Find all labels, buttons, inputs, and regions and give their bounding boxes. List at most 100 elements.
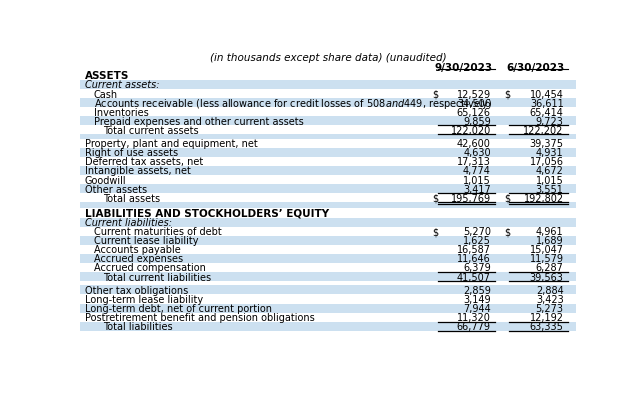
Bar <box>80 272 576 281</box>
Text: 4,774: 4,774 <box>463 166 491 176</box>
Bar <box>80 254 576 263</box>
Text: 4,630: 4,630 <box>463 148 491 158</box>
Text: Long-term lease liability: Long-term lease liability <box>84 294 203 304</box>
Bar <box>80 117 576 126</box>
Text: 7,944: 7,944 <box>463 303 491 313</box>
Bar <box>80 158 576 166</box>
Text: 16,587: 16,587 <box>457 245 491 255</box>
Bar <box>80 263 576 272</box>
Text: Accrued expenses: Accrued expenses <box>94 254 183 264</box>
Text: (in thousands except share data) (unaudited): (in thousands except share data) (unaudi… <box>210 53 446 63</box>
Bar <box>80 313 576 322</box>
Bar <box>80 236 576 245</box>
Bar <box>80 148 576 158</box>
Text: Accounts payable: Accounts payable <box>94 245 180 255</box>
Text: 6,379: 6,379 <box>463 263 491 273</box>
Text: 42,600: 42,600 <box>457 139 491 149</box>
Bar <box>80 281 576 286</box>
Text: Right of use assets: Right of use assets <box>84 148 178 158</box>
Text: Cash: Cash <box>94 90 118 99</box>
Bar <box>80 209 576 218</box>
Text: $: $ <box>433 226 439 237</box>
Text: ASSETS: ASSETS <box>84 71 129 81</box>
Text: 3,417: 3,417 <box>463 184 491 194</box>
Text: 9,723: 9,723 <box>536 117 564 126</box>
Text: $: $ <box>505 90 511 99</box>
Text: Other tax obligations: Other tax obligations <box>84 285 188 295</box>
Text: 9/30/2023: 9/30/2023 <box>435 62 493 72</box>
Text: 11,320: 11,320 <box>457 312 491 322</box>
Bar <box>80 194 576 203</box>
Text: 3,149: 3,149 <box>463 294 491 304</box>
Text: 3,423: 3,423 <box>536 294 564 304</box>
Text: 1,689: 1,689 <box>536 236 564 245</box>
Text: 15,047: 15,047 <box>530 245 564 255</box>
Text: 11,646: 11,646 <box>457 254 491 264</box>
Text: 39,375: 39,375 <box>530 139 564 149</box>
Text: 122,202: 122,202 <box>524 126 564 136</box>
Bar <box>80 99 576 108</box>
Text: Postretirement benefit and pension obligations: Postretirement benefit and pension oblig… <box>84 312 314 322</box>
Bar <box>80 203 576 209</box>
Text: 192,802: 192,802 <box>524 193 564 203</box>
Text: 41,507: 41,507 <box>457 272 491 282</box>
Text: 63,335: 63,335 <box>530 322 564 331</box>
Bar <box>80 185 576 194</box>
Text: Accounts receivable (less allowance for credit losses of $508 and $449, respecti: Accounts receivable (less allowance for … <box>94 96 493 110</box>
Text: Intangible assets, net: Intangible assets, net <box>84 166 191 176</box>
Bar <box>80 72 576 81</box>
Text: 11,579: 11,579 <box>530 254 564 264</box>
Text: LIABILITIES AND STOCKHOLDERS’ EQUITY: LIABILITIES AND STOCKHOLDERS’ EQUITY <box>84 209 329 218</box>
Bar <box>80 322 576 331</box>
Bar <box>80 227 576 236</box>
Text: Prepaid expenses and other current assets: Prepaid expenses and other current asset… <box>94 117 304 126</box>
Text: Total assets: Total assets <box>103 193 161 203</box>
Bar <box>80 90 576 99</box>
Bar <box>80 139 576 148</box>
Text: Deferred tax assets, net: Deferred tax assets, net <box>84 157 203 167</box>
Bar <box>80 286 576 295</box>
Text: Total current liabilities: Total current liabilities <box>103 272 211 282</box>
Text: 5,270: 5,270 <box>463 226 491 237</box>
Text: $: $ <box>505 226 511 237</box>
Text: Property, plant and equipment, net: Property, plant and equipment, net <box>84 139 257 149</box>
Text: 12,192: 12,192 <box>530 312 564 322</box>
Text: 2,884: 2,884 <box>536 285 564 295</box>
Text: 65,414: 65,414 <box>530 107 564 117</box>
Text: 36,611: 36,611 <box>530 98 564 109</box>
Text: 1,015: 1,015 <box>463 175 491 185</box>
Text: 3,551: 3,551 <box>536 184 564 194</box>
Text: 1,625: 1,625 <box>463 236 491 245</box>
Bar <box>80 108 576 117</box>
Text: 65,126: 65,126 <box>457 107 491 117</box>
Text: 5,273: 5,273 <box>536 303 564 313</box>
Text: 17,313: 17,313 <box>457 157 491 167</box>
Bar <box>80 176 576 185</box>
Text: Accrued compensation: Accrued compensation <box>94 263 206 273</box>
Bar <box>80 245 576 254</box>
Text: 4,672: 4,672 <box>536 166 564 176</box>
Text: Goodwill: Goodwill <box>84 175 126 185</box>
Text: Current maturities of debt: Current maturities of debt <box>94 226 221 237</box>
Text: 66,779: 66,779 <box>457 322 491 331</box>
Text: 34,506: 34,506 <box>457 98 491 109</box>
Text: 6/30/2023: 6/30/2023 <box>507 62 565 72</box>
Bar <box>80 126 576 135</box>
Text: $: $ <box>433 193 439 203</box>
Text: Total liabilities: Total liabilities <box>103 322 173 331</box>
Bar <box>80 295 576 304</box>
Text: 195,769: 195,769 <box>451 193 491 203</box>
Text: Other assets: Other assets <box>84 184 147 194</box>
Text: Current assets:: Current assets: <box>84 80 159 90</box>
Text: Current lease liability: Current lease liability <box>94 236 198 245</box>
Text: Current liabilities:: Current liabilities: <box>84 217 172 228</box>
Text: 9,859: 9,859 <box>463 117 491 126</box>
Text: 12,529: 12,529 <box>456 90 491 99</box>
Text: $: $ <box>505 193 511 203</box>
Bar <box>80 81 576 90</box>
Text: 10,454: 10,454 <box>530 90 564 99</box>
Bar <box>80 304 576 313</box>
Text: 4,961: 4,961 <box>536 226 564 237</box>
Text: 1,015: 1,015 <box>536 175 564 185</box>
Bar <box>80 166 576 176</box>
